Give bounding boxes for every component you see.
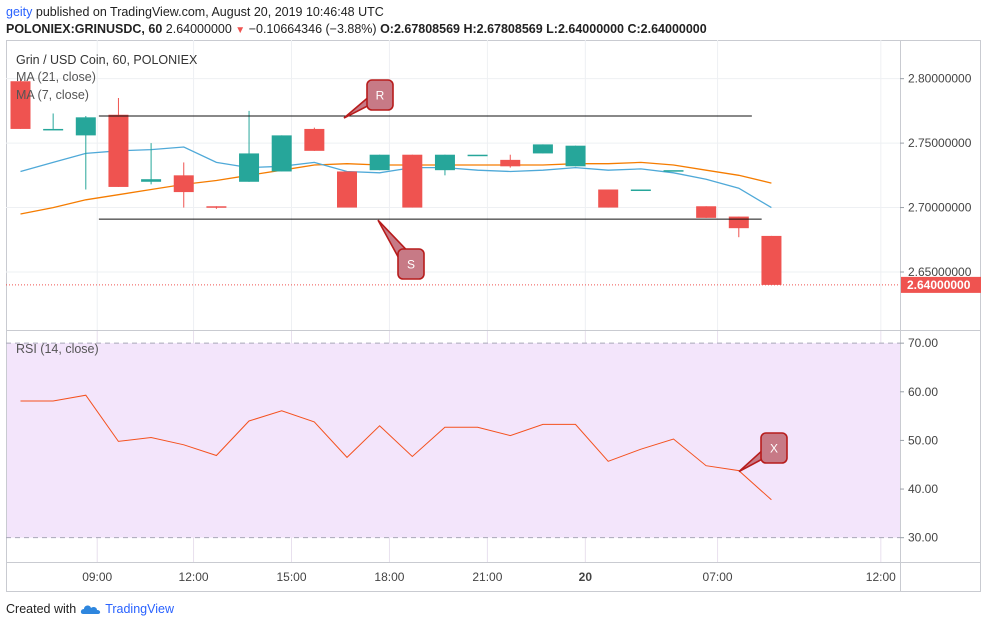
rsi-x-callout-box bbox=[760, 432, 788, 464]
created-with-label: Created with bbox=[6, 602, 77, 616]
publish-info: published on TradingView.com, August 20,… bbox=[32, 5, 384, 19]
time-label: 12:00 bbox=[179, 570, 209, 584]
resistance-callout-label: R bbox=[376, 89, 385, 103]
candle-body bbox=[304, 128, 325, 151]
chart-title: Grin / USD Coin, 60, POLONIEX bbox=[16, 53, 198, 67]
ohlc-values: O:2.67808569 H:2.67808569 L:2.64000000 C… bbox=[380, 22, 707, 36]
candle-body bbox=[206, 206, 227, 208]
candle-body bbox=[500, 159, 521, 167]
footer: Created with TradingView bbox=[6, 602, 174, 616]
tradingview-brand-label: TradingView bbox=[105, 602, 174, 616]
support-resistance-lines bbox=[6, 115, 900, 286]
rsi-label: 70.00 bbox=[908, 336, 938, 350]
support-callout-box bbox=[397, 248, 425, 280]
tradingview-brand[interactable]: TradingView bbox=[80, 602, 174, 616]
resistance-callout-box bbox=[366, 79, 394, 111]
author-link[interactable]: geity bbox=[6, 5, 33, 19]
chart-svg[interactable]: R S X 09:00 12:00 15:00 18:00 21:00 20 07:00 12:0… bbox=[6, 40, 981, 592]
ma21-legend: MA (21, close) bbox=[16, 70, 96, 84]
time-label: 20 bbox=[579, 570, 593, 584]
candle-body bbox=[75, 117, 96, 136]
candle-body bbox=[43, 128, 64, 131]
candle-body bbox=[402, 154, 423, 208]
candle-body bbox=[728, 216, 749, 229]
rsi-line-group bbox=[20, 394, 772, 501]
support-callout: S bbox=[377, 219, 425, 280]
candle-body bbox=[467, 154, 488, 157]
rsi-label: 40.00 bbox=[908, 482, 938, 496]
rsi-label: 30.00 bbox=[908, 531, 938, 545]
candle-body bbox=[108, 114, 129, 187]
candle-body bbox=[141, 179, 162, 182]
rsi-band bbox=[7, 343, 900, 538]
candles bbox=[10, 78, 782, 285]
cloud-logo-icon bbox=[81, 605, 101, 614]
time-label: 07:00 bbox=[703, 570, 733, 584]
rsi-x-callout: X bbox=[738, 432, 788, 473]
rsi-band-lines bbox=[6, 342, 900, 539]
price-label: 2.65000000 bbox=[908, 265, 972, 279]
candle-body bbox=[532, 144, 553, 154]
time-label: 09:00 bbox=[82, 570, 112, 584]
last-price-tag: 2.64000000 bbox=[901, 276, 981, 293]
candle-body bbox=[663, 170, 684, 172]
rsi-label: 50.00 bbox=[908, 433, 938, 447]
last-price: 2.64000000 bbox=[165, 22, 232, 36]
time-label: 21:00 bbox=[472, 570, 502, 584]
axis-labels: 09:00 12:00 15:00 18:00 21:00 20 07:00 12:00 2.8… bbox=[82, 72, 972, 584]
rsi-line bbox=[20, 394, 772, 501]
candle-body bbox=[173, 175, 194, 193]
rsi-label: 60.00 bbox=[908, 385, 938, 399]
candle-body bbox=[761, 235, 782, 285]
last-price-tag-text: 2.64000000 bbox=[907, 278, 971, 292]
candle-body bbox=[239, 153, 260, 182]
last-price-tag-bg bbox=[901, 276, 981, 293]
price-label: 2.80000000 bbox=[908, 72, 972, 86]
down-arrow-icon: ▼ bbox=[235, 25, 246, 36]
publish-line: geity published on TradingView.com, Augu… bbox=[6, 5, 384, 19]
candle-body bbox=[696, 206, 717, 218]
price-label: 2.75000000 bbox=[908, 136, 972, 150]
candle-body bbox=[271, 135, 292, 172]
callouts: R S X bbox=[343, 79, 788, 473]
price-change: −0.10664346 (−3.88%) bbox=[248, 22, 377, 36]
time-label: 12:00 bbox=[866, 570, 896, 584]
candle-body bbox=[337, 171, 357, 208]
time-label: 15:00 bbox=[276, 570, 306, 584]
moving-averages bbox=[20, 146, 772, 215]
candle-body bbox=[369, 154, 390, 171]
ma7-legend: MA (7, close) bbox=[16, 88, 89, 102]
candle-body bbox=[10, 81, 31, 129]
price-label: 2.70000000 bbox=[908, 201, 972, 215]
chart-frame: R S X 09:00 12:00 15:00 18:00 21:00 20 07:00 12:0… bbox=[6, 40, 981, 592]
symbol-line: POLONIEX:GRINUSDC, 60 2.64000000 ▼ −0.10… bbox=[6, 22, 707, 36]
rsi-legend: RSI (14, close) bbox=[16, 342, 99, 356]
time-label: 18:00 bbox=[374, 570, 404, 584]
ma21-line bbox=[20, 161, 772, 215]
support-callout-label: S bbox=[407, 258, 415, 272]
candle-body bbox=[434, 154, 455, 171]
resistance-callout: R bbox=[343, 79, 394, 119]
candle-body bbox=[630, 189, 651, 192]
candle-body bbox=[565, 145, 586, 167]
rsi-x-callout-label: X bbox=[770, 442, 778, 456]
symbol-label: POLONIEX:GRINUSDC, 60 bbox=[6, 22, 163, 36]
ma7-line bbox=[20, 146, 772, 209]
candle-body bbox=[598, 189, 619, 208]
